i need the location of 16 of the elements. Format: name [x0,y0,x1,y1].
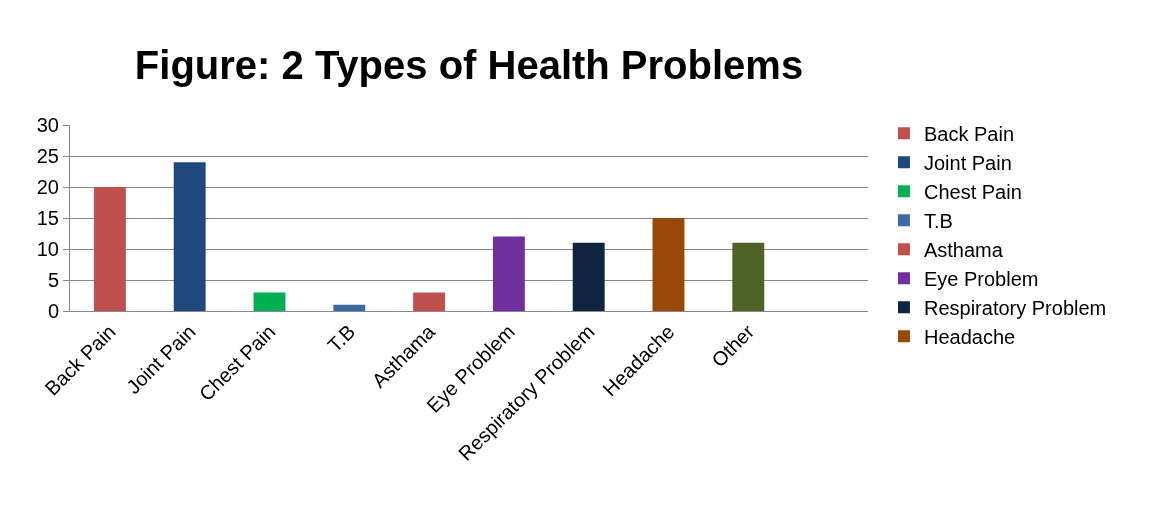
y-tick-label: 0 [47,300,59,322]
legend-label: Back Pain [923,123,1015,146]
y-tick-label: 20 [36,176,59,198]
y-tick-label: 5 [47,269,59,291]
legend-label: T.B [923,210,953,233]
legend-label: Eye Problem [923,268,1039,291]
legend-label: Respiratory Problem [923,297,1107,320]
legend-label: Joint Pain [923,152,1012,175]
y-tick-label: 10 [36,238,59,260]
chart-title: Figure: 2 Types of Health Problems [134,42,804,87]
y-tick-label: 30 [36,114,59,136]
y-tick-label: 25 [36,145,59,167]
x-tick-label: T.B [323,320,360,357]
legend-label: Chest Pain [923,181,1022,204]
y-tick-label: 15 [36,207,59,229]
legend-label: Asthama [923,239,1004,262]
